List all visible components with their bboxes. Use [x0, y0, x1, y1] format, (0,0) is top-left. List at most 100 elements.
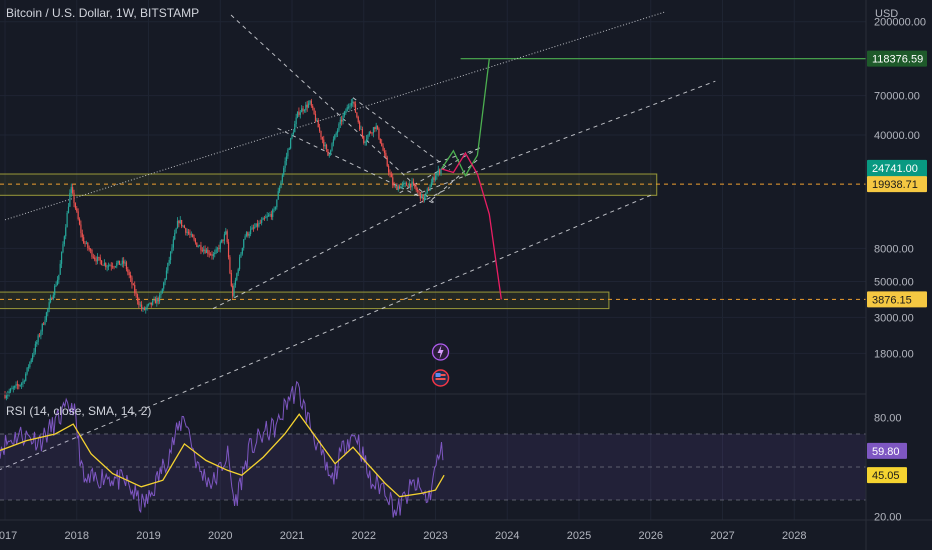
candle-body	[283, 168, 285, 176]
candle-body	[324, 144, 326, 147]
candle-body	[305, 104, 307, 111]
candle-body	[160, 293, 162, 296]
candle-body	[334, 134, 336, 140]
candle-body	[77, 211, 79, 220]
candle-body	[200, 245, 202, 251]
candle-body	[272, 209, 274, 217]
candle-body	[392, 177, 394, 186]
candle-body	[185, 228, 187, 233]
y-tick-label: 5000.00	[874, 276, 914, 288]
x-tick-label: 2018	[65, 530, 89, 542]
x-tick-label: 2024	[495, 530, 519, 542]
candle-body	[317, 120, 319, 128]
candle-body	[153, 299, 155, 301]
candle-body	[370, 132, 372, 134]
candle-body	[125, 262, 128, 270]
long-term-resistance-line	[4, 11, 666, 221]
candle-body	[295, 117, 297, 124]
candle-body	[19, 384, 21, 386]
candle-body	[33, 351, 35, 356]
candle-body	[54, 286, 56, 296]
candle-body	[178, 220, 180, 224]
x-tick-label: 2017	[0, 530, 17, 542]
level-price-label: 19938.71	[872, 179, 918, 191]
candle-body	[360, 129, 362, 130]
candle-body	[128, 272, 130, 276]
candle-body	[56, 279, 59, 285]
candle-body	[440, 169, 442, 174]
candle-body	[421, 194, 423, 199]
candle-body	[319, 127, 321, 131]
candle-body	[428, 189, 430, 191]
candle-body	[227, 242, 230, 258]
candle-body	[118, 260, 121, 265]
candle-body	[89, 249, 92, 251]
candle-body	[411, 181, 413, 188]
candle-body	[389, 172, 391, 174]
candle-body	[262, 218, 264, 221]
candle-body	[263, 218, 266, 219]
candle-body	[143, 308, 145, 310]
candle-body	[376, 125, 379, 129]
candle-body	[349, 105, 351, 107]
candle-body	[221, 239, 223, 243]
candle-body	[405, 183, 408, 186]
candle-body	[404, 183, 406, 184]
candle-body	[65, 227, 67, 237]
lightning-glyph	[437, 345, 444, 359]
candle-body	[146, 305, 148, 308]
candle-body	[183, 225, 185, 229]
upper-rising-trendline	[413, 80, 716, 196]
candle-body	[207, 249, 209, 254]
candle-body	[145, 307, 147, 310]
candle-body	[156, 297, 158, 304]
candle-body	[212, 254, 214, 256]
candle-body	[70, 187, 72, 193]
candle-body	[161, 288, 163, 294]
candle-body	[81, 233, 83, 238]
candle-body	[136, 294, 139, 302]
candle-body	[29, 361, 31, 368]
candle-body	[84, 243, 86, 245]
target-price-label: 118376.59	[872, 54, 923, 66]
candle-body	[250, 229, 252, 235]
candle-body	[356, 112, 358, 117]
candle-body	[139, 304, 141, 306]
candle-body	[321, 137, 323, 140]
candle-body	[396, 185, 398, 190]
candle-body	[94, 257, 96, 260]
candle-body	[76, 208, 78, 212]
candle-body	[335, 133, 337, 135]
candle-body	[374, 127, 376, 130]
candle-body	[203, 249, 205, 251]
candle-body	[190, 234, 192, 236]
candle-body	[336, 130, 339, 134]
candle-body	[11, 388, 13, 390]
candle-body	[5, 395, 8, 399]
candle-body	[102, 265, 104, 266]
candle-body	[357, 116, 359, 123]
candle-body	[354, 104, 357, 113]
candle-body	[375, 125, 377, 130]
candle-body	[248, 234, 250, 236]
candle-body	[181, 220, 183, 227]
candle-body	[244, 236, 246, 240]
falling-wedge-line-a	[230, 14, 436, 205]
candle-body	[58, 274, 60, 280]
rsi-value-label-bg	[867, 442, 907, 459]
candle-body	[280, 181, 282, 188]
target-price-label-bg	[867, 50, 927, 67]
candle-body	[112, 266, 114, 268]
candle-body	[399, 186, 401, 189]
candle-body	[8, 391, 10, 394]
candle-body	[44, 320, 46, 325]
candle-body	[284, 161, 286, 169]
candle-body	[163, 282, 165, 289]
candle-body	[174, 233, 176, 240]
candle-body	[197, 246, 199, 248]
candle-body	[107, 265, 110, 267]
candle-body	[243, 239, 245, 248]
candle-body	[62, 244, 64, 253]
